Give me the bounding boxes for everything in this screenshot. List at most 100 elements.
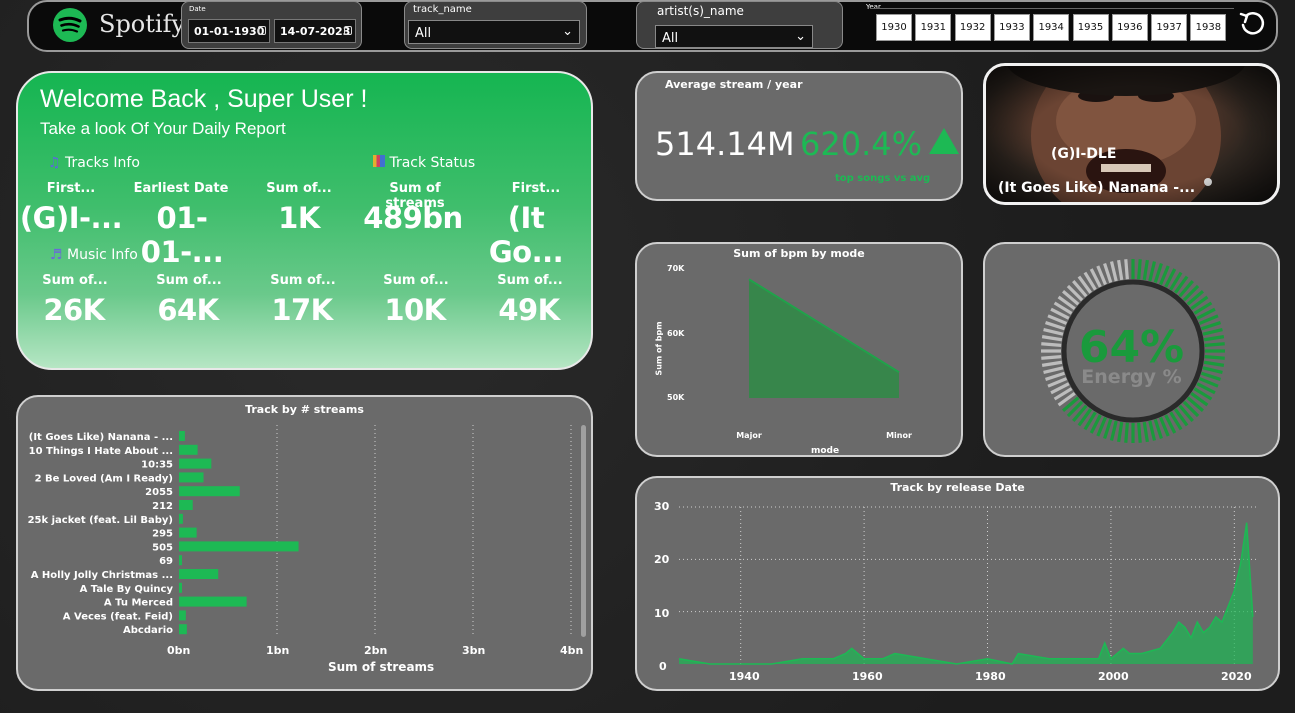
gauge-tick-empty	[1103, 263, 1113, 284]
streams-bar[interactable]	[179, 458, 212, 469]
year-chip-1937[interactable]: 1937	[1151, 14, 1188, 41]
streams-bar[interactable]	[179, 513, 183, 524]
release-xtick-2000: 2000	[1098, 670, 1129, 683]
start-date-input[interactable]: 01-01-1930	[188, 19, 270, 43]
streams-category-label: A Veces (feat. Feid)	[63, 611, 173, 622]
reset-icon[interactable]	[1237, 7, 1267, 39]
streams-category-label: 2055	[145, 487, 173, 498]
gauge-tick-filled	[1117, 421, 1124, 443]
release-xtick-1940: 1940	[729, 670, 760, 683]
streams-bar[interactable]	[179, 486, 240, 497]
streams-scrollbar[interactable]	[581, 425, 586, 637]
streams-xlabel: Sum of streams	[328, 660, 435, 674]
gauge-tick-empty	[1083, 271, 1097, 291]
gauge-tick-filled	[1198, 377, 1219, 388]
year-chip-1930[interactable]: 1930	[876, 14, 912, 41]
release-ytick-20: 20	[654, 553, 670, 566]
gauge-tick-empty	[1053, 387, 1073, 401]
year-chip-1935[interactable]: 1935	[1072, 14, 1109, 41]
start-date-value: 01-01-1930	[194, 25, 265, 38]
streams-category-label: 2 Be Loved (Am I Ready)	[35, 473, 173, 484]
gauge-tick-filled	[1137, 259, 1142, 280]
kpi-earliest-date-value: 01-01-...	[140, 201, 224, 269]
release-plot	[678, 506, 1259, 665]
gauge-tick-filled	[1186, 396, 1204, 412]
tracks-info-label: Tracks Info	[65, 155, 140, 171]
calendar-icon[interactable]	[258, 26, 266, 35]
year-chip-1938[interactable]: 1938	[1190, 14, 1227, 41]
streams-category-label: A Tu Merced	[104, 598, 173, 609]
gauge-tick-empty	[1062, 290, 1080, 306]
streams-bar[interactable]	[179, 527, 197, 538]
streams-category-label: 295	[152, 529, 173, 540]
streams-bar[interactable]	[179, 541, 299, 552]
energy-gauge	[1041, 259, 1225, 443]
gauge-tick-filled	[1072, 404, 1088, 422]
calendar-icon[interactable]	[344, 26, 352, 35]
music-info-label: Music Info	[67, 247, 138, 263]
track-name-selected: All	[415, 26, 432, 41]
bpm-by-mode-chart: Sum of bpm by mode 70K 60K 50K Sum of bp…	[635, 242, 963, 457]
year-chip-1931[interactable]: 1931	[915, 14, 952, 41]
track-name-dropdown[interactable]: All ⌄	[408, 20, 580, 44]
streams-bar[interactable]	[179, 596, 247, 607]
artist-name-slicer: artist(s)_name All ⌄	[636, 1, 843, 49]
streams-bar[interactable]	[179, 444, 198, 455]
gauge-tick-empty	[1041, 360, 1063, 367]
streams-bar[interactable]	[179, 624, 187, 635]
gauge-tick-empty	[1089, 268, 1102, 288]
streams-category-label: 10:35	[141, 460, 173, 471]
gauge-tick-filled	[1103, 418, 1113, 439]
gauge-tick-filled	[1109, 420, 1118, 441]
release-chart-title: Track by release Date	[890, 481, 1025, 494]
kpi-sum-label: Sum of...	[266, 181, 332, 196]
streams-xtick-3: 3bn	[462, 644, 486, 657]
gauge-tick-empty	[1043, 366, 1064, 375]
music-info-heading: ♬ Music Info	[50, 247, 138, 263]
end-date-input[interactable]: 14-07-2023	[274, 19, 356, 43]
artist-name-dropdown[interactable]: All ⌄	[655, 25, 813, 48]
gauge-tick-empty	[1096, 265, 1107, 286]
gauge-tick-empty	[1047, 314, 1068, 325]
streams-bar[interactable]	[179, 431, 185, 441]
year-chip-1933[interactable]: 1933	[993, 14, 1030, 41]
gauge-tick-filled	[1182, 284, 1200, 302]
kpi-music-2-value: 64K	[157, 293, 219, 327]
kpi-first-track-value: (It Go...	[488, 201, 564, 269]
streams-xtick-4: 4bn	[560, 644, 584, 657]
year-chip-1934[interactable]: 1934	[1033, 14, 1070, 41]
music-notes-icon: ♬	[50, 247, 63, 263]
gauge-tick-filled	[1169, 271, 1183, 291]
gauge-tick-filled	[1164, 414, 1177, 434]
streams-bar[interactable]	[179, 472, 204, 483]
streams-bar[interactable]	[179, 500, 193, 510]
gauge-tick-empty	[1050, 307, 1070, 320]
energy-label: Energy %	[1081, 366, 1182, 388]
streams-bar[interactable]	[179, 610, 186, 621]
year-chip-1932[interactable]: 1932	[954, 14, 991, 41]
track-name: (It Goes Like) Nanana -...	[998, 180, 1196, 196]
gauge-tick-empty	[1041, 335, 1063, 342]
year-chip-1936[interactable]: 1936	[1111, 14, 1148, 41]
streams-bar[interactable]	[179, 582, 182, 593]
gauge-tick-filled	[1066, 400, 1084, 418]
streams-xtick-0: 0bn	[167, 644, 191, 657]
track-by-release-date-chart: Track by release Date 30 20 10 0 1940 19…	[635, 476, 1280, 691]
tracks-info-heading: ♫ Tracks Info	[48, 155, 140, 171]
bpm-xtick-major: Major	[736, 431, 762, 440]
streams-bar[interactable]	[179, 569, 219, 579]
year-slicer-track	[870, 8, 1234, 9]
gauge-tick-filled	[1190, 392, 1209, 407]
gauge-tick-empty	[1047, 377, 1068, 388]
gauge-tick-filled	[1202, 366, 1223, 375]
streams-category-label: Abcdario	[123, 625, 173, 636]
streams-bar[interactable]	[179, 555, 182, 566]
kpi-first-track-label: First...	[511, 181, 561, 196]
streams-chart-title: Track by # streams	[245, 403, 364, 416]
gauge-tick-filled	[1203, 335, 1225, 342]
streams-category-label: 505	[152, 542, 173, 553]
gauge-tick-filled	[1190, 295, 1209, 310]
gauge-tick-filled	[1062, 396, 1080, 412]
average-stream-title: Average stream / year	[665, 78, 803, 91]
average-stream-card: Average stream / year 514.14M 620.4% top…	[635, 71, 963, 201]
